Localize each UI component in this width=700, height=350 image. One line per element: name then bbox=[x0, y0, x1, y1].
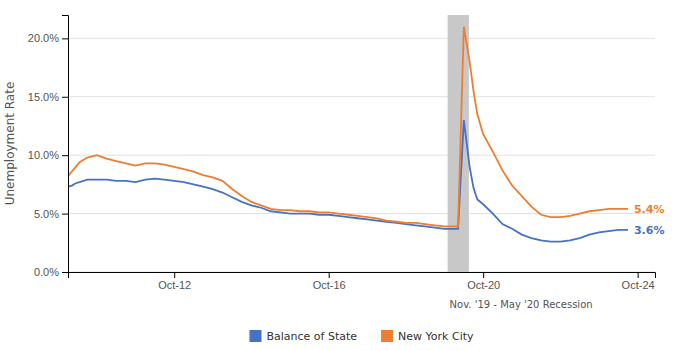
y-axis-line bbox=[62, 16, 69, 273]
x-tick: Oct-16 bbox=[313, 272, 346, 291]
grid-line bbox=[68, 155, 655, 156]
recession-label: Nov. '19 - May '20 Recession bbox=[450, 299, 593, 310]
data-area bbox=[68, 15, 628, 272]
x-tick-mark bbox=[638, 272, 639, 278]
chart: Oct-12 Oct-16 Oct-20 Oct-24 0.0% 5.0% 10.0% 15.… bbox=[0, 0, 700, 350]
x-axis-line bbox=[69, 273, 656, 279]
y-tick: 15.0% bbox=[28, 91, 68, 103]
y-tick-label: 10.0% bbox=[28, 149, 59, 161]
grid bbox=[68, 38, 655, 272]
x-tick-mark bbox=[174, 272, 175, 278]
y-tick-mark bbox=[62, 38, 68, 39]
y-tick-mark bbox=[62, 97, 68, 98]
grid-line bbox=[68, 213, 655, 214]
y-tick: 0.0% bbox=[34, 266, 68, 278]
grid-line bbox=[68, 96, 655, 97]
y-axis: 0.0% 5.0% 10.0% 15.0% 20.0% bbox=[28, 16, 69, 279]
y-tick: 20.0% bbox=[28, 32, 68, 44]
y-tick-mark bbox=[62, 214, 68, 215]
y-axis-title: Unemployment Rate bbox=[3, 82, 17, 206]
x-tick-mark bbox=[329, 272, 330, 278]
annotation: 5.4% bbox=[634, 203, 665, 216]
x-tick-label: Oct-16 bbox=[313, 279, 346, 291]
legend-item: New York City bbox=[381, 330, 474, 343]
plot: Oct-12 Oct-16 Oct-20 Oct-24 0.0% 5.0% 10.0% 15.… bbox=[3, 15, 664, 310]
recession-band bbox=[448, 15, 469, 272]
x-tick-mark bbox=[483, 272, 484, 278]
legend-item: Balance of State bbox=[249, 330, 357, 343]
x-axis: Oct-12 Oct-16 Oct-20 Oct-24 bbox=[69, 272, 656, 291]
legend-label: New York City bbox=[398, 330, 474, 343]
x-tick: Oct-20 bbox=[467, 272, 500, 291]
legend-label: Balance of State bbox=[266, 330, 357, 343]
y-tick-mark bbox=[62, 272, 68, 273]
x-tick: Oct-24 bbox=[622, 272, 655, 291]
y-tick-label: 15.0% bbox=[28, 91, 59, 103]
legend: Balance of State New York City bbox=[249, 330, 474, 343]
legend-swatch bbox=[249, 330, 261, 342]
y-tick-mark bbox=[62, 155, 68, 156]
x-tick-label: Oct-12 bbox=[158, 279, 191, 291]
y-tick-label: 20.0% bbox=[28, 32, 59, 44]
y-tick: 5.0% bbox=[34, 208, 68, 220]
grid-line bbox=[68, 38, 655, 39]
y-tick-label: 0.0% bbox=[34, 266, 59, 278]
y-tick-label: 5.0% bbox=[34, 208, 59, 220]
legend-swatch bbox=[381, 330, 393, 342]
annotation: 3.6% bbox=[634, 224, 665, 237]
y-tick: 10.0% bbox=[28, 149, 68, 161]
chart-container: Oct-12 Oct-16 Oct-20 Oct-24 0.0% 5.0% 10.0% 15.… bbox=[0, 0, 700, 350]
x-tick-label: Oct-24 bbox=[622, 279, 655, 291]
x-tick-label: Oct-20 bbox=[467, 279, 500, 291]
series-line bbox=[68, 27, 628, 227]
series-line bbox=[68, 120, 628, 241]
x-tick: Oct-12 bbox=[158, 272, 191, 291]
